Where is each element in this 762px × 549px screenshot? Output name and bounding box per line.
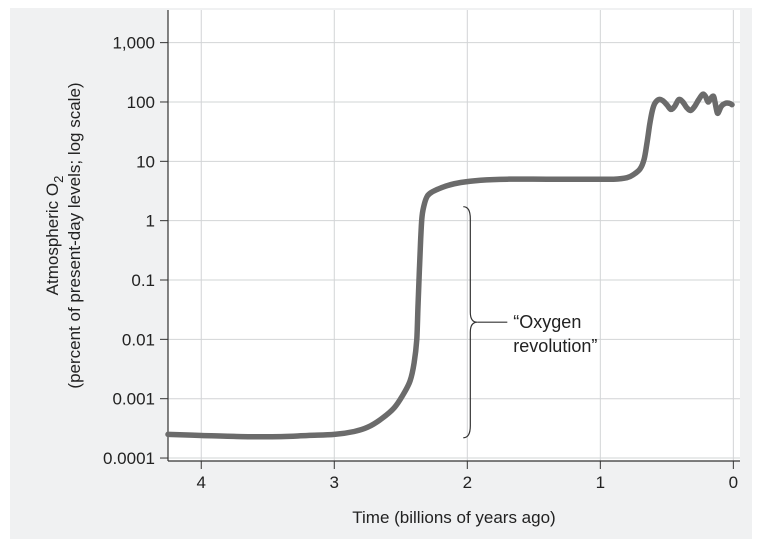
y-tick-label: 0.1 bbox=[131, 271, 155, 290]
y-tick-label: 0.01 bbox=[122, 330, 155, 349]
y-tick-label: 10 bbox=[136, 152, 155, 171]
x-axis-title: Time (billions of years ago) bbox=[352, 508, 555, 527]
y-axis-title-line2: (percent of present-day levels; log scal… bbox=[65, 82, 84, 388]
annotation-label-line1: “Oxygen bbox=[513, 312, 581, 332]
series-layer bbox=[165, 91, 735, 440]
x-tick-label: 1 bbox=[596, 473, 605, 492]
oxygen-series-line bbox=[165, 91, 735, 440]
y-axis-title-text: Atmospheric O bbox=[43, 183, 62, 295]
y-axis-title-subscript: 2 bbox=[51, 176, 66, 183]
x-tick-label: 2 bbox=[463, 473, 472, 492]
y-tick-label: 0.001 bbox=[112, 390, 155, 409]
y-tick-label: 100 bbox=[127, 93, 155, 112]
chart-figure: 0.0001 0.001 0.01 0.1 1 10 100 1,000 4 3 2 1 0 “Oxyg… bbox=[10, 8, 752, 539]
y-tick-label: 1 bbox=[146, 212, 155, 231]
grid-layer bbox=[168, 10, 740, 461]
x-tick-label: 3 bbox=[330, 473, 339, 492]
y-tick-label: 0.0001 bbox=[103, 449, 155, 468]
annotation-label-line2: revolution” bbox=[513, 336, 597, 356]
x-tick-label: 0 bbox=[729, 473, 738, 492]
x-tick-label: 4 bbox=[197, 473, 206, 492]
plot-area bbox=[168, 10, 740, 461]
annotation-layer: “Oxygen revolution” bbox=[463, 206, 597, 439]
y-axis-title-line1: Atmospheric O2 bbox=[43, 176, 66, 296]
y-tick-label: 1,000 bbox=[112, 34, 155, 53]
